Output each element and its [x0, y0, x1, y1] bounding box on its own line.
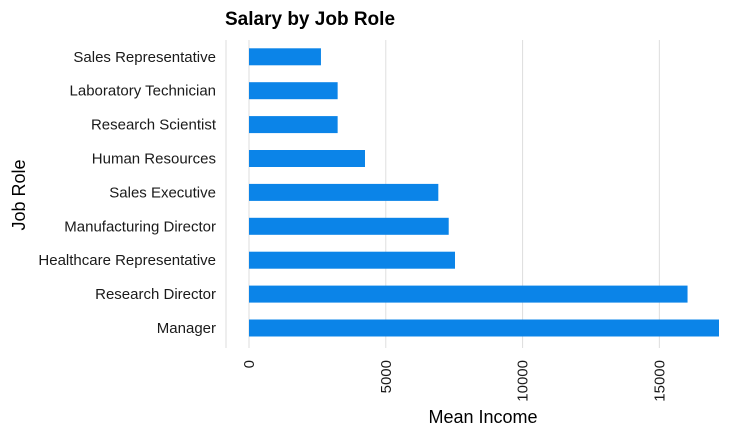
- bar-manufacturing-director: [249, 217, 449, 235]
- bar-healthcare-representative: [249, 251, 456, 269]
- x-tick-label: 15000: [651, 360, 668, 402]
- category-label: Sales Representative: [73, 49, 216, 66]
- x-axis-title: Mean Income: [428, 407, 537, 427]
- bar-sales-representative: [249, 48, 321, 66]
- category-label: Research Director: [95, 286, 216, 303]
- bar-human-resources: [249, 150, 365, 167]
- category-label: Laboratory Technician: [70, 83, 216, 100]
- category-label: Research Scientist: [91, 117, 217, 134]
- x-tick-label: 10000: [515, 360, 532, 402]
- x-tick-label: 0: [241, 360, 258, 368]
- bar-research-scientist: [249, 116, 338, 134]
- category-label: Manufacturing Director: [64, 218, 216, 235]
- category-label: Sales Executive: [109, 184, 216, 201]
- category-label: Human Resources: [92, 151, 216, 168]
- y-axis-title: Job Role: [9, 159, 29, 230]
- chart-title: Salary by Job Role: [225, 9, 395, 30]
- x-tick-label: 5000: [378, 360, 395, 393]
- bars: [249, 48, 719, 337]
- category-labels: Manager Research Director Healthcare Repre…: [38, 49, 216, 337]
- bar-sales-executive: [249, 183, 439, 201]
- bar-research-director: [249, 285, 688, 303]
- bar-manager: [249, 319, 719, 337]
- bar-laboratory-technician: [249, 82, 338, 100]
- category-label: Manager: [157, 320, 216, 337]
- x-tick-labels: 0 5000 10000 15000: [241, 360, 668, 402]
- category-label: Healthcare Representative: [38, 252, 216, 269]
